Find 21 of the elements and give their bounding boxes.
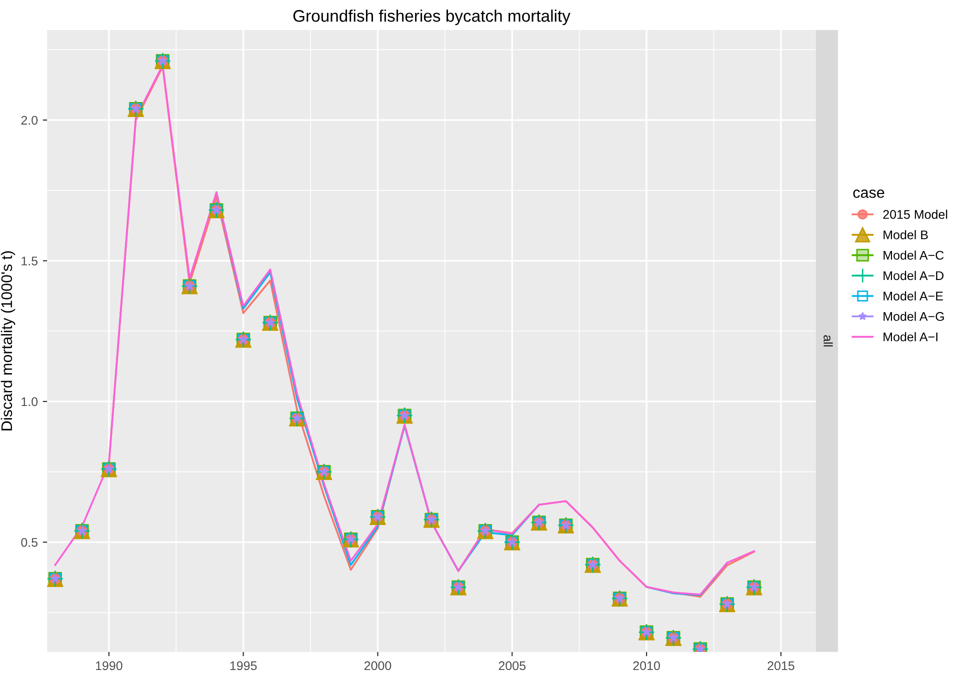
legend-label: Model A−G [884, 312, 944, 321]
legend-label: 2015 Model [883, 210, 948, 219]
x-tick-label: 2015 [768, 661, 794, 670]
text: all [824, 335, 833, 346]
y-tick-label: 1.5 [22, 256, 38, 266]
legend-label: Model B [884, 230, 928, 240]
legend-label: Model A−E [884, 291, 943, 300]
chart-title: Groundfish fisheries bycatch mortality [293, 10, 570, 26]
x-tick-label: 2005 [498, 661, 526, 670]
legend-label: Model A−C [884, 250, 944, 260]
legend-label: Model A−I [884, 332, 938, 342]
y-tick-label: 2.0 [21, 116, 38, 125]
y-axis-title: Discard mortality (1000's t) [0, 251, 16, 430]
y-tick-label: 1.0 [22, 397, 38, 406]
legend-label: Model A−D [884, 270, 944, 280]
y-tick-label: 0.5 [21, 538, 38, 547]
x-tick-label: 1995 [230, 661, 257, 670]
x-tick-label: 2000 [364, 661, 392, 670]
legend-title: case [853, 190, 884, 198]
x-tick-label: 1990 [96, 661, 122, 670]
x-tick-label: 2010 [633, 661, 660, 670]
